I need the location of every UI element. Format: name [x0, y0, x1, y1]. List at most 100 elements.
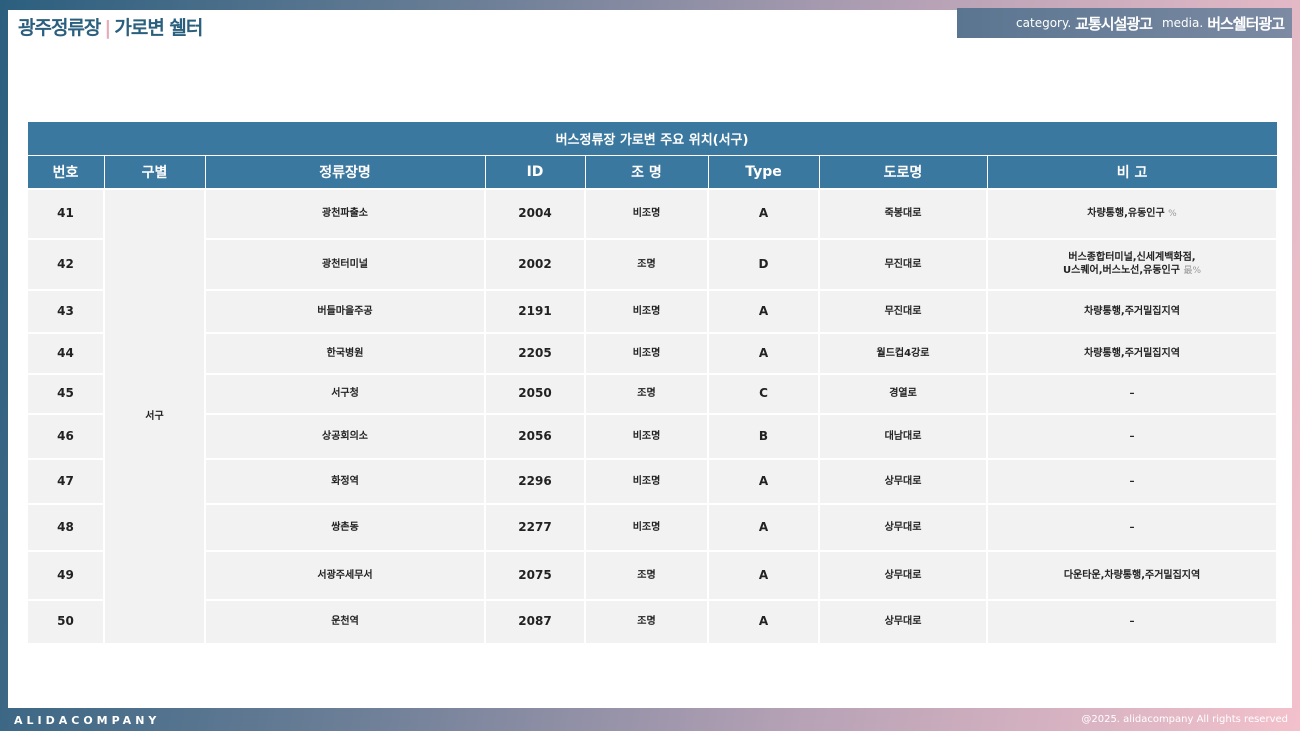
column-header: ID: [484, 155, 586, 189]
cell-note: –: [985, 412, 1279, 460]
cell-light: 비조명: [584, 187, 709, 240]
cell-type: A: [707, 457, 820, 505]
cell-type: A: [707, 598, 820, 645]
note-text: 버스종합터미널,신세계백화점,: [1068, 251, 1196, 263]
cell-type: D: [707, 237, 820, 291]
cell-road: 경열로: [818, 372, 988, 415]
cell-id: 2191: [484, 288, 586, 334]
note-text: 차량통행,주거밀집지역: [1084, 347, 1180, 359]
title-main: 광주정류장: [18, 17, 101, 39]
note-text: –: [1129, 388, 1135, 399]
cell-note: 차량통행,주거밀집지역: [985, 288, 1279, 334]
cell-no: 48: [26, 502, 105, 552]
table-row: 47 화정역 2296 비조명 A 상무대로 –: [26, 457, 1279, 505]
media-value: 버스쉘터광고: [1207, 14, 1285, 33]
cell-road: 상무대로: [818, 598, 988, 645]
cell-note: 다운타운,차량통행,주거밀집지역: [985, 549, 1279, 601]
column-header: Type: [707, 155, 820, 189]
title-sub: 가로변 쉘터: [114, 17, 203, 39]
table-caption: 버스정류장 가로변 주요 위치(서구): [26, 121, 1278, 156]
cell-name: 서광주세무서: [204, 549, 486, 601]
cell-light: 조명: [584, 372, 709, 415]
emoji-icon: 最%: [1183, 265, 1201, 276]
cell-road: 상무대로: [818, 502, 988, 552]
table-row: 50 운천역 2087 조명 A 상무대로 –: [26, 598, 1279, 645]
cell-no: 47: [26, 457, 105, 505]
cell-type: A: [707, 187, 820, 240]
table-row: 42 광천터미널 2002 조명 D 무진대로 버스종합터미널,신세계백화점, U스퀘어,버스…: [26, 237, 1279, 291]
cell-no: 43: [26, 288, 105, 334]
cell-district: 서구: [103, 187, 206, 645]
cell-light: 조명: [584, 598, 709, 645]
cell-type: B: [707, 412, 820, 460]
cell-name: 한국병원: [204, 331, 486, 375]
cell-note: –: [985, 598, 1279, 645]
cell-name: 버들마을주공: [204, 288, 486, 334]
cell-no: 42: [26, 237, 105, 291]
cell-id: 2004: [484, 187, 586, 240]
cell-type: A: [707, 288, 820, 334]
table-row: 43 버들마을주공 2191 비조명 A 무진대로 차량통행,주거밀집지역: [26, 288, 1279, 334]
cell-id: 2296: [484, 457, 586, 505]
table-row: 44 한국병원 2205 비조명 A 월드컵4강로 차량통행,주거밀집지역: [26, 331, 1279, 375]
cell-type: A: [707, 502, 820, 552]
cell-id: 2056: [484, 412, 586, 460]
cell-light: 비조명: [584, 331, 709, 375]
cell-type: C: [707, 372, 820, 415]
emoji-icon: %: [1168, 208, 1177, 219]
cell-road: 무진대로: [818, 237, 988, 291]
cell-light: 비조명: [584, 288, 709, 334]
cell-name: 운천역: [204, 598, 486, 645]
table-row: 45 서구청 2050 조명 C 경열로 –: [26, 372, 1279, 415]
note-text: 차량통행,유동인구: [1087, 207, 1165, 219]
cell-note: –: [985, 457, 1279, 505]
note-text-2: U스퀘어,버스노선,유동인구: [1063, 264, 1180, 276]
column-header: 도로명: [818, 155, 988, 189]
cell-note: –: [985, 372, 1279, 415]
cell-no: 46: [26, 412, 105, 460]
cell-light: 조명: [584, 549, 709, 601]
cell-light: 조명: [584, 237, 709, 291]
cell-road: 무진대로: [818, 288, 988, 334]
cell-no: 45: [26, 372, 105, 415]
cell-road: 상무대로: [818, 549, 988, 601]
cell-name: 쌍촌동: [204, 502, 486, 552]
cell-no: 49: [26, 549, 105, 601]
cell-name: 서구청: [204, 372, 486, 415]
cell-light: 비조명: [584, 412, 709, 460]
note-text: –: [1129, 521, 1135, 533]
cell-light: 비조명: [584, 457, 709, 505]
cell-road: 죽봉대로: [818, 187, 988, 240]
cell-road: 대남대로: [818, 412, 988, 460]
cell-note: –: [985, 502, 1279, 552]
cell-no: 50: [26, 598, 105, 645]
cell-id: 2075: [484, 549, 586, 601]
cell-id: 2087: [484, 598, 586, 645]
column-header: 조 명: [584, 155, 709, 189]
copyright: @2025. alidacompany All rights reserved: [1081, 714, 1288, 725]
table-row: 41 서구 광천파출소 2004 비조명 A 죽봉대로 차량통행,유동인구 %: [26, 187, 1279, 645]
cell-road: 상무대로: [818, 457, 988, 505]
cell-type: A: [707, 549, 820, 601]
table-row: 49 서광주세무서 2075 조명 A 상무대로 다운타운,차량통행,주거밀집지역: [26, 549, 1279, 601]
bus-stop-table: 버스정류장 가로변 주요 위치(서구) 번호 구별 정류장명 ID 조 명 Type 도로명…: [26, 121, 1279, 645]
table-row: 46 상공회의소 2056 비조명 B 대남대로 –: [26, 412, 1279, 460]
media-label: media.: [1161, 16, 1204, 30]
cell-name: 화정역: [204, 457, 486, 505]
brand-logo: ALIDACOMPANY: [14, 714, 161, 727]
cell-id: 2002: [484, 237, 586, 291]
category-label: category.: [1016, 16, 1072, 30]
cell-id: 2277: [484, 502, 586, 552]
column-header: 구별: [103, 155, 206, 189]
note-text: –: [1129, 475, 1135, 487]
table-row: 48 쌍촌동 2277 비조명 A 상무대로 –: [26, 502, 1279, 552]
column-header: 정류장명: [204, 155, 486, 189]
cell-note: 차량통행,주거밀집지역: [985, 331, 1279, 375]
note-text: –: [1129, 616, 1135, 627]
note-text: 다운타운,차량통행,주거밀집지역: [1063, 569, 1201, 581]
column-header: 비 고: [986, 155, 1278, 189]
cell-name: 상공회의소: [204, 412, 486, 460]
cell-road: 월드컵4강로: [818, 331, 988, 375]
cell-name: 광천터미널: [204, 237, 486, 291]
cell-note: 버스종합터미널,신세계백화점, U스퀘어,버스노선,유동인구 最%: [985, 237, 1279, 291]
